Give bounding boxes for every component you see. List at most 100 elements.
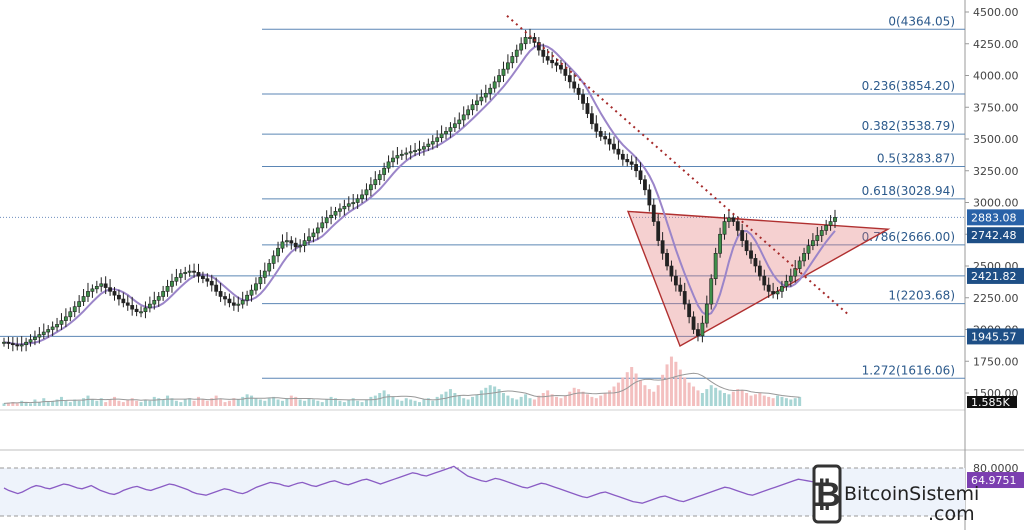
volume-bar [135,400,139,406]
candle-body [86,291,90,297]
volume-bar [400,400,404,406]
candle-body [245,294,250,301]
volume-bar [510,398,514,406]
candle-body [72,306,77,313]
candle-body [559,65,563,70]
volume-bar [585,394,589,406]
candle-body [324,217,329,224]
fib-label: 0.5(3283.87) [877,151,955,165]
volume-bar [232,398,236,406]
volume-bar [289,395,293,406]
volume-bar [471,396,475,406]
candle-body [50,326,55,330]
rsi-value-label: 64.9751 [971,474,1017,487]
candle-body [130,305,135,310]
candle-body [545,56,550,61]
candle-body [753,258,758,267]
candle-body [492,81,497,89]
candle-body [457,119,462,125]
candle-body [740,230,745,241]
volume-bar [37,402,41,406]
candle-body [550,59,555,64]
volume-bar [784,398,788,406]
volume-bar [285,398,289,406]
candle-body [227,298,232,304]
candle-body [209,280,214,286]
candle-body [404,152,409,155]
volume-bar [541,393,545,406]
candle-body [117,294,121,300]
volume-bar [68,402,72,406]
candle-body [187,270,192,273]
candle-body [651,204,656,222]
candle-body [749,250,753,259]
candle-body [68,311,73,318]
candle-body [417,148,422,151]
candle-body [351,202,356,205]
volume-bar [771,398,775,406]
volume-bar [555,396,559,406]
volume-bar [519,396,523,406]
candle-body [607,138,612,145]
candle-body [514,49,519,57]
candle-body [178,273,183,278]
candle-body [174,277,179,282]
volume-bar [170,398,174,406]
volume-bar [568,391,572,406]
candle-body [6,341,11,344]
volume-bar [320,402,324,406]
candle-body [519,43,524,51]
volume-bar [179,402,183,406]
candle-body [214,284,219,292]
candle-body [691,316,696,330]
candle-body [108,287,112,292]
candle-body [37,334,42,338]
fib-label: 0.236(3854.20) [862,79,955,93]
volume-bar [64,400,68,406]
candle-body [143,307,148,313]
rsi-band [0,468,965,516]
volume-bar [758,393,762,406]
candle-body [665,253,669,267]
candle-body [408,151,413,154]
candle-body [205,278,210,282]
volume-bar [55,399,59,406]
candle-body [775,291,780,295]
volume-bar [113,396,117,406]
volume-bar [272,396,276,406]
candle-body [771,291,776,295]
candle-body [24,341,29,346]
candle-body [638,170,643,180]
volume-bar [205,400,209,406]
volume-bar [656,385,660,406]
volume-bar [793,398,797,406]
volume-bar [382,390,386,406]
candle-body [696,329,700,337]
volume-bar [210,398,214,406]
volume-bar [263,400,267,406]
volume-bar [440,394,444,406]
volume-bar [550,394,554,406]
volume-bar [241,396,245,406]
candle-body [267,263,272,272]
price-marker-badge [967,227,1024,244]
candle-body [59,320,64,325]
candle-body [766,284,771,292]
candle-body [687,303,692,318]
volume-bar [661,374,665,406]
fib-label: 0.786(2666.00) [862,230,955,244]
volume-bar [762,395,766,406]
volume-bars [2,356,802,406]
candle-body [413,150,417,152]
volume-bar [501,393,505,406]
volume-bar [227,400,231,406]
volume-bar [590,396,594,406]
volume-bar [395,399,399,406]
candle-body [589,113,594,125]
price-markers: 2883.08 2742.48 2421.82 1945.57 1.585K [967,209,1024,409]
candle-body [311,232,316,238]
volume-bar [108,399,112,406]
candle-body [360,194,364,199]
volume-bar [678,369,682,406]
volume-bar [462,398,466,406]
